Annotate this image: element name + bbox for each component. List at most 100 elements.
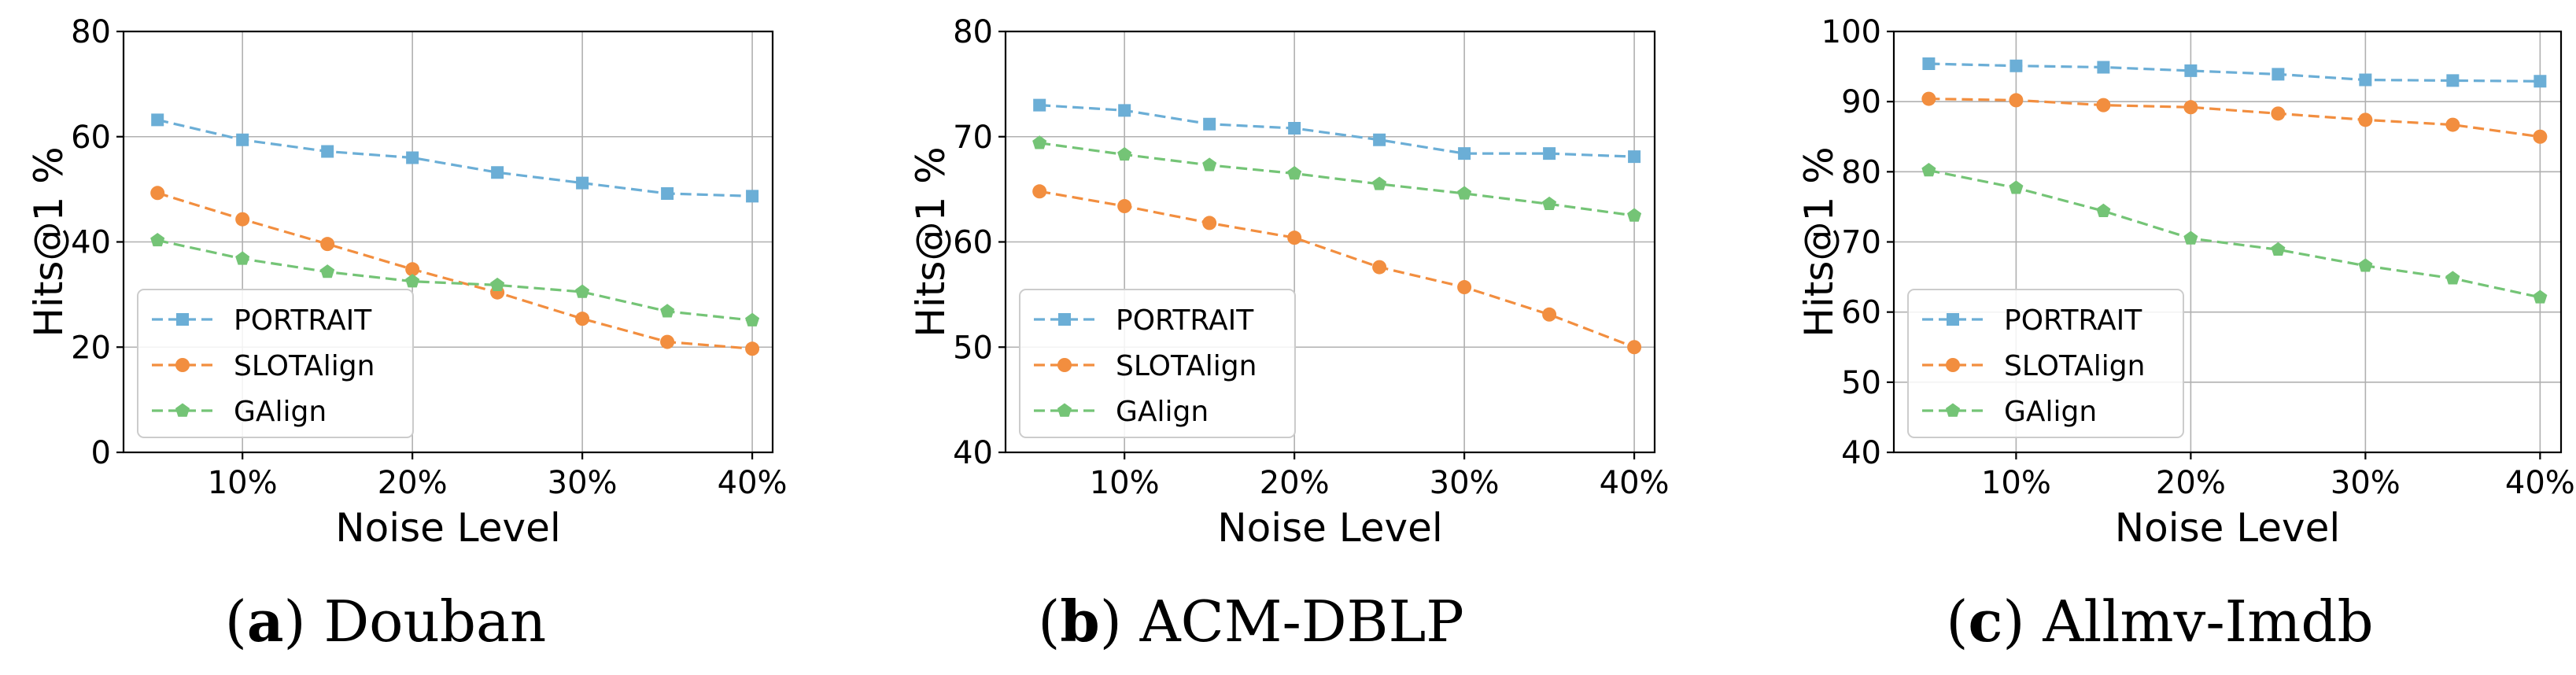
- data-point: [2097, 61, 2110, 74]
- data-point: [320, 237, 335, 252]
- x-tick-label: 20%: [1260, 465, 1330, 501]
- data-point: [150, 186, 165, 201]
- series-slotalign: [150, 186, 760, 356]
- data-point: [1117, 146, 1132, 161]
- data-point: [1203, 117, 1216, 131]
- legend-label: GAlign: [1116, 396, 1209, 428]
- data-point: [1922, 57, 1936, 71]
- data-point: [2010, 59, 2023, 72]
- data-point: [405, 274, 420, 288]
- data-point: [1202, 157, 1217, 172]
- series-slotalign: [1032, 184, 1642, 355]
- caption-part: (: [1038, 588, 1060, 655]
- data-point: [1921, 91, 1936, 106]
- legend-marker: [175, 403, 190, 417]
- legend-label: SLOTAlign: [234, 350, 375, 382]
- chart-panel-b: 40 50 60 70 80 10% 20% 30% 40% Noise Level Hits@1 …: [908, 14, 1670, 655]
- data-point: [1627, 340, 1642, 355]
- data-point: [2534, 75, 2547, 88]
- y-tick-label: 60: [1841, 295, 1881, 331]
- data-point: [661, 186, 674, 200]
- panel-caption: (a) Douban: [225, 588, 547, 655]
- x-tick-label: 10%: [1981, 465, 2051, 501]
- y-tick-label: 70: [1841, 225, 1881, 261]
- data-point: [575, 312, 590, 326]
- y-tick-label: 100: [1821, 14, 1881, 50]
- series-portrait: [1033, 98, 1641, 164]
- series-line: [1928, 98, 2541, 138]
- data-point: [2272, 68, 2285, 81]
- series-line: [1928, 168, 2541, 299]
- y-tick-label: 80: [953, 14, 993, 50]
- legend-box: [1019, 289, 1296, 438]
- x-tick-label: 30%: [548, 465, 618, 501]
- data-point: [1288, 122, 1301, 135]
- legend-label: SLOTAlign: [2004, 350, 2145, 382]
- data-point: [150, 232, 165, 247]
- caption-part: (: [1946, 588, 1968, 655]
- series-galign: [1921, 163, 2548, 304]
- x-axis-label: Noise Level: [2115, 505, 2341, 551]
- data-point: [405, 262, 420, 277]
- data-point: [2183, 100, 2198, 115]
- data-point: [1627, 208, 1642, 222]
- data-point: [1542, 307, 1557, 322]
- y-tick-label: 20: [71, 330, 111, 366]
- caption-part: ) Allmv-Imdb: [2002, 588, 2373, 655]
- data-point: [746, 190, 759, 203]
- caption-part: (: [225, 588, 247, 655]
- data-point: [1543, 147, 1556, 160]
- data-point: [1287, 166, 1302, 180]
- caption-part: b: [1060, 588, 1099, 655]
- data-point: [2358, 112, 2373, 127]
- panel-caption: (c) Allmv-Imdb: [1946, 588, 2373, 655]
- caption-part: a: [247, 588, 284, 655]
- series-slotalign: [1921, 91, 2548, 144]
- plot-frame: [122, 30, 774, 454]
- data-point: [1457, 186, 1472, 200]
- data-point: [2533, 290, 2548, 304]
- legend-label: GAlign: [234, 396, 327, 428]
- panel-caption: (b) ACM-DBLP: [1038, 588, 1463, 655]
- y-tick-label: 60: [953, 225, 993, 261]
- data-point: [1458, 147, 1471, 160]
- x-tick-label: 10%: [1090, 465, 1160, 501]
- data-point: [660, 304, 675, 318]
- x-tick-label: 40%: [2505, 465, 2575, 501]
- data-point: [2096, 203, 2111, 217]
- data-point: [2358, 258, 2373, 272]
- data-point: [1202, 216, 1217, 231]
- legend-marker: [1946, 358, 1960, 372]
- x-tick-label: 20%: [378, 465, 448, 501]
- y-tick-label: 50: [953, 330, 993, 366]
- data-point: [2096, 98, 2111, 112]
- legend-marker: [176, 313, 189, 326]
- data-point: [2183, 231, 2198, 245]
- x-tick-label: 40%: [1600, 465, 1670, 501]
- data-point: [1372, 176, 1387, 190]
- legend: PORTRAIT SLOTAlign GAlign: [137, 289, 414, 438]
- legend-marker: [1945, 403, 1961, 417]
- series-line: [1039, 190, 1635, 349]
- series-galign: [150, 232, 760, 326]
- legend-box: [137, 289, 414, 438]
- y-axis-label: Hits@1 %: [908, 146, 954, 337]
- data-point: [2533, 129, 2548, 144]
- series-portrait: [1922, 57, 2547, 88]
- y-axis-label: Hits@1 %: [1796, 146, 1842, 337]
- x-tick-label: 40%: [718, 465, 788, 501]
- legend-label: PORTRAIT: [2004, 304, 2142, 337]
- y-tick-label: 70: [953, 120, 993, 156]
- data-point: [235, 251, 250, 265]
- data-point: [151, 113, 164, 127]
- data-point: [1032, 184, 1047, 199]
- y-tick-label: 40: [1841, 435, 1881, 471]
- data-point: [2184, 64, 2198, 77]
- x-axis-label: Noise Level: [1217, 505, 1443, 551]
- caption-part: ) Douban: [283, 588, 546, 655]
- data-point: [575, 284, 590, 298]
- data-point: [1457, 280, 1472, 295]
- legend-label: PORTRAIT: [234, 304, 372, 337]
- legend-box: [1907, 289, 2184, 438]
